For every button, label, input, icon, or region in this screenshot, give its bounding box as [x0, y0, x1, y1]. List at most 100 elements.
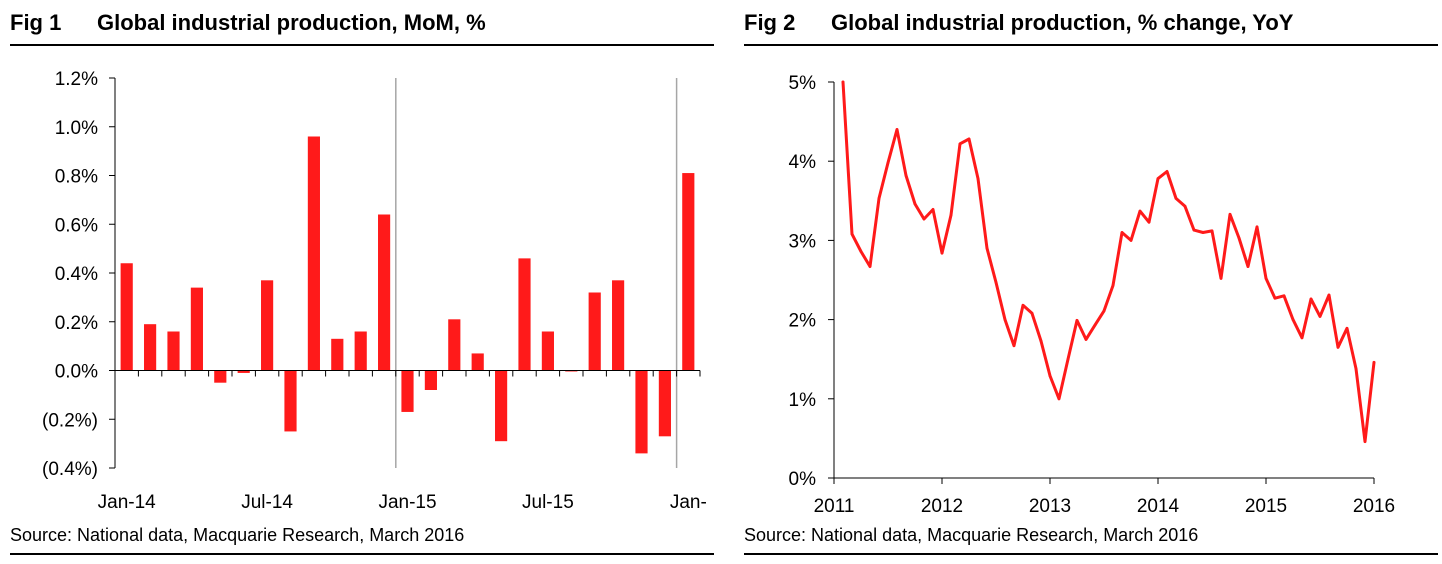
bar-Jul-15: [541, 331, 554, 371]
yoy-point: [1075, 319, 1079, 322]
bar-Jun-15: [518, 258, 531, 371]
figure-1-bottom-rule: [10, 553, 714, 555]
yoy-point: [1219, 277, 1223, 280]
figure-2-title: Fig 2 Global industrial production, % cha…: [744, 10, 1438, 40]
bar-Nov-15: [635, 370, 648, 454]
bar-Apr-15: [471, 353, 484, 371]
y-tick-label: 1.0%: [55, 118, 98, 139]
yoy-series-line: [841, 80, 1376, 444]
yoy-point: [1354, 367, 1358, 371]
yoy-point: [1210, 229, 1214, 233]
bar-Sep-14: [307, 136, 320, 371]
figure-2-bottom-rule: [744, 553, 1438, 555]
bar-Dec-15: [658, 370, 671, 437]
yoy-point: [1129, 239, 1133, 242]
bar-May-15: [495, 370, 508, 442]
yoy-point: [1255, 225, 1259, 229]
yoy-point: [1021, 304, 1025, 307]
yoy-point: [1102, 309, 1106, 313]
yoy-point: [967, 137, 971, 141]
yoy-point: [1327, 293, 1331, 297]
yoy-point: [1318, 315, 1322, 318]
bar-Mar-14: [167, 331, 180, 371]
yoy-point: [877, 197, 881, 200]
yoy-point: [1372, 361, 1376, 364]
yoy-point: [886, 161, 890, 165]
y-tick-label: 4%: [789, 152, 817, 173]
figure-1-number: Fig 1: [10, 10, 62, 35]
bar-Feb-14: [144, 324, 157, 371]
yoy-point: [859, 250, 863, 253]
yoy-point: [1237, 236, 1241, 240]
yoy-point: [1264, 277, 1268, 280]
yoy-line-chart: 5% 4% 3% 2% 1% 0% 2011 2012 2013 2014 2015 2016: [789, 73, 1396, 517]
bar-Dec-14: [378, 214, 391, 371]
figure-2-top-rule: [744, 44, 1438, 46]
yoy-point: [913, 202, 917, 206]
y-tick-label: 5%: [789, 73, 817, 94]
bar-Oct-15: [612, 280, 625, 371]
yoy-point: [922, 217, 926, 221]
y-tick-label: 1.2%: [55, 69, 98, 90]
y-tick-label: 0%: [789, 469, 817, 490]
bar-Mar-15: [448, 319, 461, 371]
bar-Aug-14: [284, 370, 297, 432]
bar-Nov-14: [354, 331, 367, 371]
yoy-point: [1066, 357, 1070, 361]
x-tick-label: Jul-15: [522, 492, 574, 513]
yoy-point: [1147, 220, 1151, 224]
figure-2-source: Source: National data, Macquarie Researc…: [744, 525, 1199, 545]
yoy-point: [1156, 177, 1160, 180]
yoy-point: [1120, 231, 1124, 234]
figure-2-panel: Fig 2 Global industrial production, % cha…: [744, 0, 1438, 564]
yoy-point: [931, 208, 935, 211]
yoy-point: [1228, 212, 1232, 216]
yoy-point: [976, 177, 980, 180]
x-tick-label: Jan-: [670, 492, 707, 513]
bar-Jan-15: [401, 370, 414, 412]
yoy-point: [1345, 327, 1349, 330]
y-tick-label: 2%: [789, 311, 817, 332]
x-tick-label: 2015: [1245, 496, 1287, 517]
yoy-point: [841, 80, 845, 84]
bar-Oct-14: [331, 338, 344, 371]
yoy-point: [1165, 170, 1169, 173]
x-tick-label: 2011: [814, 496, 855, 517]
yoy-point: [1030, 311, 1034, 315]
yoy-point: [1138, 209, 1142, 213]
yoy-point: [1174, 197, 1178, 200]
bar-May-14: [214, 370, 227, 383]
yoy-point: [895, 128, 899, 131]
yoy-point: [994, 281, 998, 284]
yoy-point: [1282, 294, 1286, 298]
figure-1-title: Fig 1 Global industrial production, MoM, …: [10, 10, 714, 40]
y-tick-label: 3%: [789, 231, 817, 252]
yoy-point: [868, 265, 872, 268]
x-tick-label: 2013: [1029, 496, 1071, 517]
figure-1-source: Source: National data, Macquarie Researc…: [10, 525, 465, 545]
y-tick-label: 1%: [789, 390, 817, 411]
x-tick-label: 2014: [1137, 496, 1180, 517]
bar-Feb-15: [424, 370, 437, 390]
yoy-point: [985, 247, 989, 250]
figure-1-panel: Fig 1 Global industrial production, MoM, …: [10, 0, 714, 564]
figure-2-title-text: Global industrial production, % change, …: [831, 10, 1294, 35]
y-tick-label: 0.2%: [55, 313, 98, 334]
y-tick-label: (0.4%): [42, 459, 98, 480]
yoy-point: [1246, 265, 1250, 268]
yoy-point: [1093, 323, 1097, 327]
x-tick-label: Jan-15: [378, 492, 436, 513]
yoy-point: [1363, 440, 1367, 443]
y-tick-label: (0.2%): [42, 410, 98, 431]
y-tick-label: 0.0%: [55, 362, 98, 383]
yoy-point: [1039, 339, 1043, 343]
yoy-point: [1084, 338, 1088, 341]
y-tick-label: 0.8%: [55, 167, 98, 188]
y-tick-label: 0.4%: [55, 264, 98, 285]
yoy-point: [850, 232, 854, 236]
bar-Apr-14: [190, 287, 203, 371]
yoy-point: [1336, 346, 1340, 349]
yoy-point: [1300, 336, 1304, 340]
figure-1-top-rule: [10, 44, 714, 46]
yoy-point: [904, 174, 908, 177]
